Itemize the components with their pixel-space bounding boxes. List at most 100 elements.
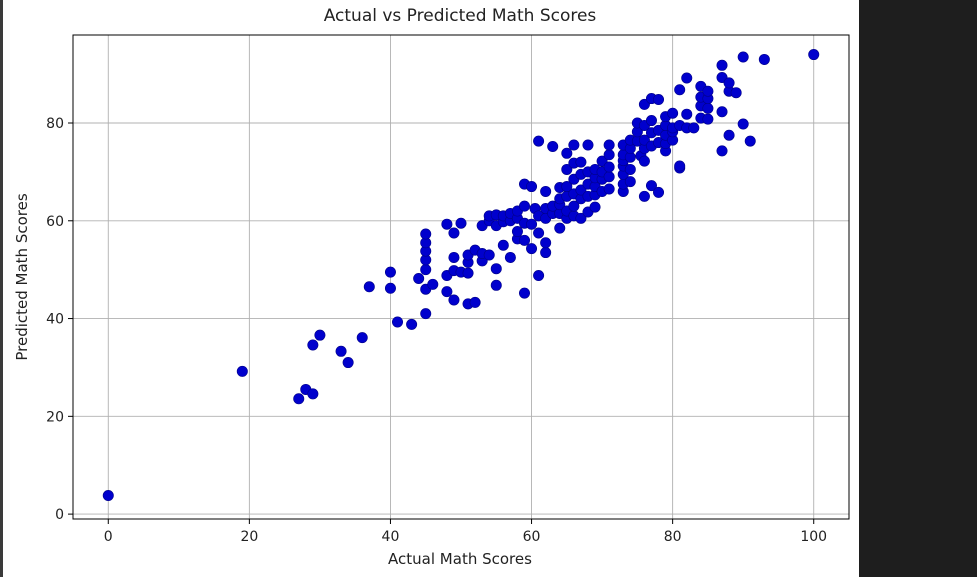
data-point	[582, 139, 594, 151]
data-point	[427, 278, 439, 290]
data-point	[533, 135, 545, 147]
data-point	[462, 267, 474, 279]
data-point	[469, 296, 481, 308]
data-point	[723, 77, 735, 89]
data-point	[674, 160, 686, 172]
data-point	[603, 171, 615, 183]
data-point	[716, 145, 728, 157]
data-point	[737, 51, 749, 63]
data-point	[688, 122, 700, 134]
chart-figure: Actual vs Predicted Math Scores 0 20 40 60 8…	[3, 0, 859, 577]
data-point	[638, 190, 650, 202]
data-point	[490, 263, 502, 275]
data-point	[681, 72, 693, 84]
data-point	[420, 228, 432, 240]
data-point	[448, 227, 460, 239]
scatter-chart: Actual vs Predicted Math Scores 0 20 40 60 8…	[13, 6, 850, 568]
x-tick-label: 20	[240, 529, 258, 545]
y-tick-label: 80	[46, 116, 64, 132]
x-axis-ticks: 0 20 40 60 80 100	[104, 519, 827, 545]
data-point	[589, 201, 601, 213]
data-point	[102, 490, 114, 502]
data-point	[624, 163, 636, 175]
data-point	[561, 147, 573, 159]
data-point	[561, 181, 573, 193]
data-point	[384, 282, 396, 294]
data-point	[653, 94, 665, 106]
data-point	[533, 270, 545, 282]
x-tick-label: 40	[382, 529, 400, 545]
data-point	[702, 113, 714, 125]
x-tick-label: 0	[104, 529, 113, 545]
data-point	[307, 339, 319, 351]
window-left-edge	[0, 0, 3, 577]
data-point	[638, 134, 650, 146]
data-point	[603, 161, 615, 173]
data-point	[526, 218, 538, 230]
data-point	[645, 115, 657, 127]
data-point	[716, 106, 728, 118]
x-tick-label: 80	[664, 529, 682, 545]
data-point	[575, 212, 587, 224]
y-tick-label: 60	[46, 214, 64, 230]
data-point	[540, 185, 552, 197]
y-tick-label: 20	[46, 409, 64, 425]
data-point	[518, 287, 530, 299]
data-point	[483, 249, 495, 261]
data-point	[596, 155, 608, 167]
plot-frame	[72, 34, 850, 520]
data-point	[681, 108, 693, 120]
data-point	[448, 251, 460, 263]
data-point	[638, 155, 650, 167]
data-point	[342, 357, 354, 369]
data-point	[624, 176, 636, 188]
data-point	[307, 388, 319, 400]
data-point	[526, 181, 538, 193]
data-point	[702, 85, 714, 97]
data-point	[441, 218, 453, 230]
data-point	[674, 84, 686, 96]
data-point	[518, 200, 530, 212]
data-point	[293, 393, 305, 405]
chart-title: Actual vs Predicted Math Scores	[324, 6, 597, 26]
data-point	[575, 184, 587, 196]
data-point	[575, 156, 587, 168]
data-point	[420, 308, 432, 320]
data-point	[723, 129, 735, 141]
data-point	[420, 264, 432, 276]
data-point	[667, 107, 679, 119]
x-axis-label: Actual Math Scores	[388, 550, 532, 568]
y-axis-ticks: 0 20 40 60 80	[46, 116, 73, 523]
data-point	[526, 243, 538, 255]
data-point	[568, 139, 580, 151]
data-point	[730, 87, 742, 99]
data-point	[561, 163, 573, 175]
data-point	[603, 149, 615, 161]
data-point	[547, 140, 559, 152]
data-point	[518, 234, 530, 246]
data-point	[568, 200, 580, 212]
data-point	[490, 279, 502, 291]
y-axis-label: Predicted Math Scores	[13, 193, 31, 360]
data-point	[603, 139, 615, 151]
data-point	[236, 365, 248, 377]
x-tick-label: 100	[800, 529, 827, 545]
data-point	[392, 316, 404, 328]
data-point	[702, 102, 714, 114]
data-points	[102, 49, 820, 502]
data-point	[758, 53, 770, 65]
data-point	[384, 266, 396, 278]
data-point	[645, 180, 657, 192]
data-point	[363, 281, 375, 293]
data-point	[448, 294, 460, 306]
y-tick-label: 40	[46, 312, 64, 328]
data-point	[533, 227, 545, 239]
data-point	[737, 118, 749, 130]
data-point	[406, 318, 418, 330]
data-point	[540, 237, 552, 249]
x-tick-label: 60	[523, 529, 541, 545]
data-point	[511, 226, 523, 238]
data-point	[497, 239, 509, 251]
data-point	[356, 332, 368, 344]
right-dark-panel	[859, 0, 977, 577]
